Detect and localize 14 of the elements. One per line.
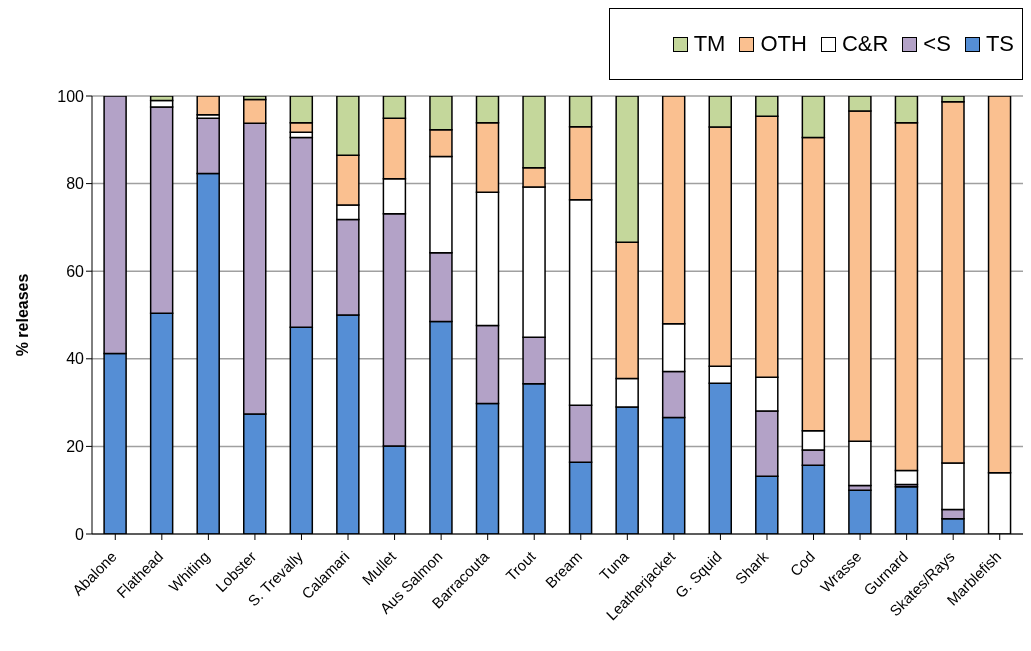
y-axis-title: % releases: [13, 273, 31, 357]
legend-label: <S: [923, 31, 951, 57]
x-tick-label: Cod: [786, 547, 818, 580]
legend-label: OTH: [760, 31, 807, 57]
y-tick-label: 100: [57, 87, 85, 105]
legend-label: C&R: [841, 31, 889, 57]
y-tick-label: 0: [75, 525, 85, 543]
legend-label: TS: [985, 31, 1014, 57]
y-tick-label: 80: [66, 175, 85, 193]
bar: [196, 96, 220, 116]
y-tick-label: 20: [66, 438, 85, 456]
legend-label: TM: [693, 31, 726, 57]
y-tick-label: 40: [66, 350, 85, 368]
y-tick-label: 60: [66, 262, 85, 280]
